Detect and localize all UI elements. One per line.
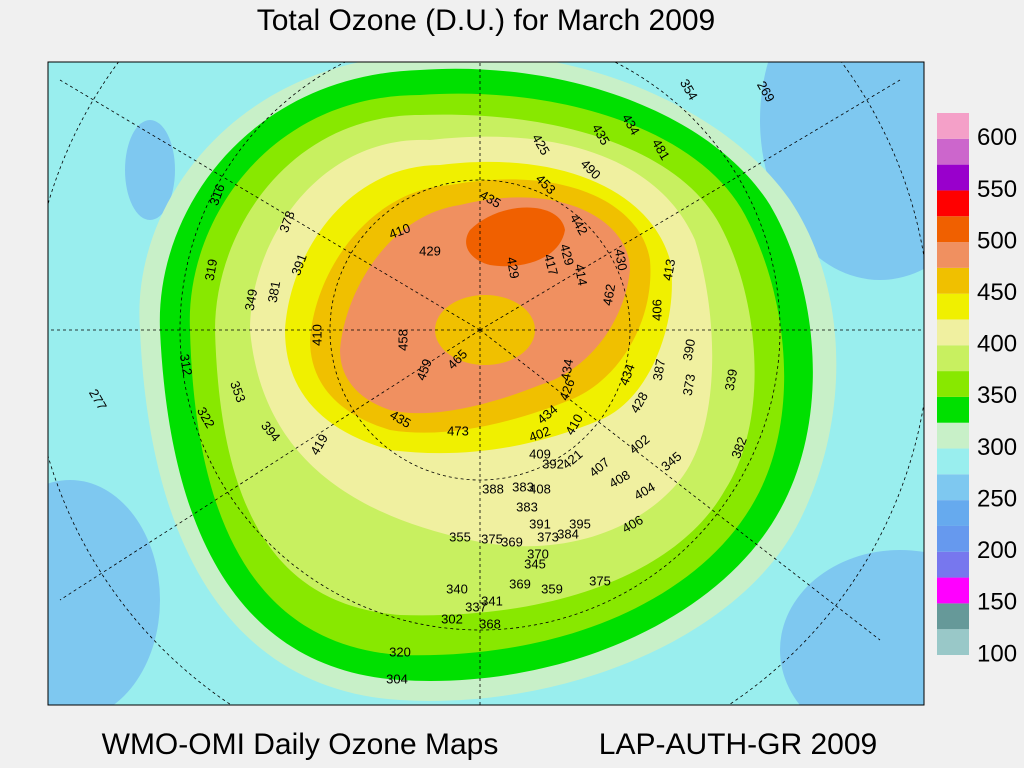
station-label: 417	[541, 252, 561, 277]
station-label: 375	[481, 531, 503, 546]
station-label: 392	[542, 456, 564, 471]
colorbar-swatch	[937, 267, 969, 294]
station-label: 429	[419, 243, 441, 258]
colorbar-tick-label: 350	[977, 382, 1017, 409]
station-label: 370	[527, 546, 549, 561]
colorbar-swatch	[937, 242, 969, 268]
station-label: 414	[572, 263, 591, 287]
colorbar-tick-label: 450	[977, 279, 1017, 306]
colorbar-swatch	[937, 138, 969, 165]
station-label: 391	[529, 516, 551, 531]
map-frame	[47, 61, 925, 706]
station-label: 316	[206, 182, 228, 208]
colorbar-swatch	[937, 113, 969, 139]
colorbar-swatch	[937, 448, 969, 475]
footer-left: WMO-OMI Daily Ozone Maps	[102, 728, 499, 761]
station-label: 320	[389, 644, 411, 659]
station-label: 413	[660, 258, 679, 282]
station-label: 473	[447, 423, 469, 438]
station-label: 369	[501, 534, 523, 549]
colorbar-swatch	[937, 216, 969, 243]
colorbar-swatch	[937, 396, 969, 423]
colorbar-swatch	[937, 577, 969, 604]
station-label: 382	[728, 435, 750, 461]
colorbar-swatch	[937, 345, 969, 372]
station-label: 430	[612, 248, 631, 272]
station-label: 312	[177, 353, 196, 377]
colorbar-swatch	[937, 190, 969, 217]
colorbar-tick-label: 400	[977, 331, 1017, 358]
station-label: 429	[557, 242, 577, 267]
colorbar-tick-label: 200	[977, 537, 1017, 564]
station-label: 429	[504, 256, 523, 280]
station-label: 462	[600, 283, 619, 307]
station-label: 340	[446, 581, 468, 596]
station-label: 373	[680, 373, 699, 397]
colorbar-swatch	[937, 164, 969, 191]
station-label: 410	[387, 220, 413, 242]
station-label: 359	[541, 581, 563, 596]
station-label: 391	[288, 252, 310, 278]
station-label: 395	[569, 516, 591, 531]
colorbar-tick-label: 500	[977, 227, 1017, 254]
colorbar-swatch	[937, 603, 969, 630]
colorbar-tick-label: 150	[977, 589, 1017, 616]
colorbar-tick-label: 300	[977, 434, 1017, 461]
station-label: 319	[202, 258, 221, 282]
station-label: 459	[413, 357, 435, 383]
colorbar-tick-label: 600	[977, 124, 1017, 151]
colorbar-swatch	[937, 319, 969, 346]
colorbar-swatch	[937, 371, 969, 397]
station-label: 353	[227, 379, 249, 405]
station-label: 345	[524, 556, 546, 571]
station-label: 387	[650, 358, 669, 382]
station-label: 390	[680, 338, 699, 362]
station-label: 408	[529, 481, 551, 496]
colorbar-tick-label: 100	[977, 640, 1017, 667]
station-label: 349	[242, 288, 261, 312]
colorbar-swatch	[937, 551, 969, 578]
station-label: 339	[722, 368, 741, 392]
station-label: 375	[589, 573, 611, 588]
colorbar-swatch	[937, 629, 969, 655]
station-label: 355	[449, 529, 471, 544]
colorbar-swatch	[937, 293, 969, 320]
station-label: 383	[512, 479, 534, 494]
station-label: 381	[265, 280, 284, 304]
colorbar-swatch	[937, 422, 969, 449]
station-label: 341	[481, 593, 503, 608]
station-label: 458	[395, 329, 410, 351]
station-label: 426	[556, 377, 578, 403]
station-label: 373	[537, 529, 559, 544]
station-label: 384	[557, 526, 579, 541]
station-label: 410	[309, 324, 324, 346]
colorbar-swatch	[937, 474, 969, 501]
station-label: 369	[509, 576, 531, 591]
title: Total Ozone (D.U.) for March 2009	[257, 4, 716, 37]
station-label: 388	[482, 481, 504, 496]
station-label: 434	[616, 362, 638, 388]
station-label: 406	[649, 299, 664, 321]
station-label: 409	[529, 446, 551, 461]
colorbar-swatch	[937, 500, 969, 526]
station-label: 402	[527, 423, 553, 445]
station-label: 368	[479, 616, 501, 631]
station-label: 302	[441, 611, 463, 626]
station-label: 378	[276, 209, 298, 235]
colorbar-tick-label: 550	[977, 176, 1017, 203]
station-label: 383	[516, 499, 538, 514]
station-label: 337	[465, 599, 487, 614]
colorbar-swatch	[937, 525, 969, 552]
station-label: 434	[558, 358, 577, 382]
colorbar-tick-label: 250	[977, 485, 1017, 512]
footer-right: LAP-AUTH-GR 2009	[599, 728, 877, 761]
station-label: 304	[386, 671, 408, 686]
